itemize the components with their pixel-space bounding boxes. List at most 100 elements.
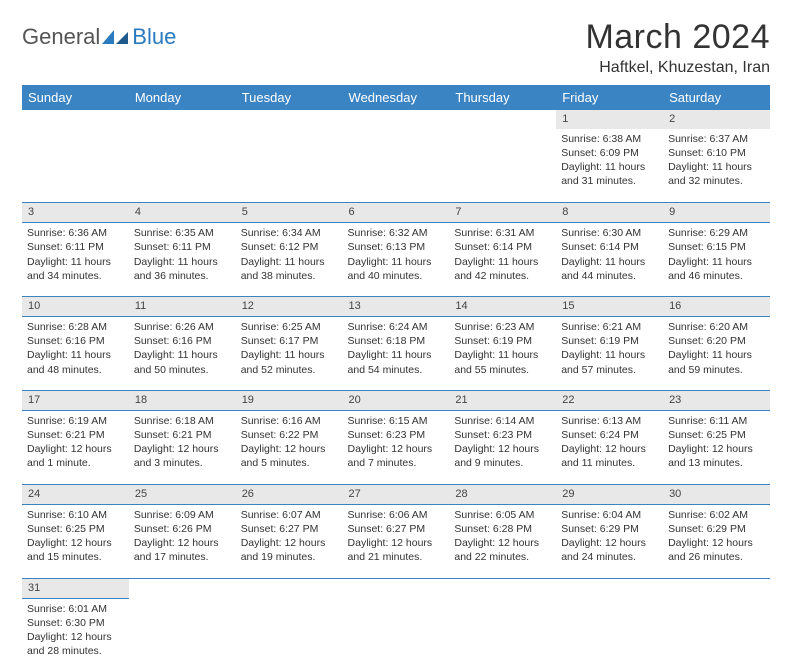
day-number <box>236 578 343 598</box>
day2-text: and 19 minutes. <box>241 550 338 564</box>
sail-icon <box>102 28 130 46</box>
sunrise-text: Sunrise: 6:13 AM <box>561 414 658 428</box>
day-cell: Sunrise: 6:13 AMSunset: 6:24 PMDaylight:… <box>556 410 663 484</box>
weekday-header: Monday <box>129 85 236 110</box>
day2-text: and 38 minutes. <box>241 269 338 283</box>
day1-text: Daylight: 11 hours <box>668 160 765 174</box>
sunrise-text: Sunrise: 6:11 AM <box>668 414 765 428</box>
day1-text: Daylight: 12 hours <box>348 442 445 456</box>
sunrise-text: Sunrise: 6:14 AM <box>454 414 551 428</box>
day-cell: Sunrise: 6:31 AMSunset: 6:14 PMDaylight:… <box>449 223 556 297</box>
sunrise-text: Sunrise: 6:06 AM <box>348 508 445 522</box>
day-number <box>663 578 770 598</box>
sunset-text: Sunset: 6:17 PM <box>241 334 338 348</box>
sunset-text: Sunset: 6:14 PM <box>454 240 551 254</box>
day-number: 8 <box>556 203 663 223</box>
day2-text: and 13 minutes. <box>668 456 765 470</box>
sunset-text: Sunset: 6:27 PM <box>348 522 445 536</box>
day-number: 25 <box>129 484 236 504</box>
sunrise-text: Sunrise: 6:32 AM <box>348 226 445 240</box>
day2-text: and 31 minutes. <box>561 174 658 188</box>
day1-text: Daylight: 11 hours <box>668 255 765 269</box>
day1-text: Daylight: 12 hours <box>134 442 231 456</box>
sunset-text: Sunset: 6:10 PM <box>668 146 765 160</box>
sunset-text: Sunset: 6:20 PM <box>668 334 765 348</box>
sunset-text: Sunset: 6:23 PM <box>348 428 445 442</box>
weekday-header: Friday <box>556 85 663 110</box>
day-cell <box>236 129 343 203</box>
day-number <box>449 578 556 598</box>
sunset-text: Sunset: 6:15 PM <box>668 240 765 254</box>
day-number: 11 <box>129 297 236 317</box>
location-text: Haftkel, Khuzestan, Iran <box>585 59 770 77</box>
day1-text: Daylight: 12 hours <box>27 442 124 456</box>
day-number: 14 <box>449 297 556 317</box>
day-number: 10 <box>22 297 129 317</box>
sunset-text: Sunset: 6:16 PM <box>27 334 124 348</box>
day1-text: Daylight: 11 hours <box>561 160 658 174</box>
sunset-text: Sunset: 6:25 PM <box>27 522 124 536</box>
day1-text: Daylight: 12 hours <box>454 442 551 456</box>
sunset-text: Sunset: 6:23 PM <box>454 428 551 442</box>
day-cell: Sunrise: 6:29 AMSunset: 6:15 PMDaylight:… <box>663 223 770 297</box>
day-number: 18 <box>129 391 236 411</box>
sunset-text: Sunset: 6:14 PM <box>561 240 658 254</box>
sunrise-text: Sunrise: 6:05 AM <box>454 508 551 522</box>
sunrise-text: Sunrise: 6:31 AM <box>454 226 551 240</box>
sunrise-text: Sunrise: 6:10 AM <box>27 508 124 522</box>
sunset-text: Sunset: 6:13 PM <box>348 240 445 254</box>
day2-text: and 57 minutes. <box>561 363 658 377</box>
sunrise-text: Sunrise: 6:25 AM <box>241 320 338 334</box>
sunset-text: Sunset: 6:26 PM <box>134 522 231 536</box>
day2-text: and 46 minutes. <box>668 269 765 283</box>
day2-text: and 15 minutes. <box>27 550 124 564</box>
day2-text: and 22 minutes. <box>454 550 551 564</box>
sunrise-text: Sunrise: 6:35 AM <box>134 226 231 240</box>
sunset-text: Sunset: 6:16 PM <box>134 334 231 348</box>
calendar-table: Sunday Monday Tuesday Wednesday Thursday… <box>22 85 770 672</box>
day-cell: Sunrise: 6:35 AMSunset: 6:11 PMDaylight:… <box>129 223 236 297</box>
logo-text-general: General <box>22 24 100 50</box>
day-number <box>236 110 343 129</box>
sunset-text: Sunset: 6:12 PM <box>241 240 338 254</box>
weekday-header: Saturday <box>663 85 770 110</box>
day-number: 15 <box>556 297 663 317</box>
sunrise-text: Sunrise: 6:29 AM <box>668 226 765 240</box>
day-number <box>129 110 236 129</box>
sunrise-text: Sunrise: 6:19 AM <box>27 414 124 428</box>
day-content-row: Sunrise: 6:10 AMSunset: 6:25 PM Daylight:… <box>22 504 770 578</box>
day-number <box>556 578 663 598</box>
day-cell: Sunrise: 6:18 AMSunset: 6:21 PMDaylight:… <box>129 410 236 484</box>
sunset-text: Sunset: 6:29 PM <box>668 522 765 536</box>
day1-text: Daylight: 11 hours <box>27 255 124 269</box>
sunrise-text: Sunrise: 6:30 AM <box>561 226 658 240</box>
day-number-row: 24252627282930 <box>22 484 770 504</box>
day-number: 1 <box>556 110 663 129</box>
weekday-header-row: Sunday Monday Tuesday Wednesday Thursday… <box>22 85 770 110</box>
day-number: 16 <box>663 297 770 317</box>
title-block: March 2024 Haftkel, Khuzestan, Iran <box>585 18 770 77</box>
sunrise-text: Sunrise: 6:04 AM <box>561 508 658 522</box>
day1-text: Daylight: 12 hours <box>668 442 765 456</box>
day-number <box>22 110 129 129</box>
day-number: 26 <box>236 484 343 504</box>
day2-text: and 24 minutes. <box>561 550 658 564</box>
day1-text: Daylight: 11 hours <box>348 348 445 362</box>
sunset-text: Sunset: 6:18 PM <box>348 334 445 348</box>
day-cell <box>236 598 343 672</box>
sunrise-text: Sunrise: 6:37 AM <box>668 132 765 146</box>
sunrise-text: Sunrise: 6:16 AM <box>241 414 338 428</box>
day2-text: and 55 minutes. <box>454 363 551 377</box>
day1-text: Daylight: 12 hours <box>241 536 338 550</box>
logo: General Blue <box>22 18 176 50</box>
day1-text: Daylight: 12 hours <box>561 536 658 550</box>
day-cell: Sunrise: 6:14 AMSunset: 6:23 PMDaylight:… <box>449 410 556 484</box>
day-cell: Sunrise: 6:32 AMSunset: 6:13 PMDaylight:… <box>343 223 450 297</box>
day-number: 12 <box>236 297 343 317</box>
day-cell: Sunrise: 6:06 AMSunset: 6:27 PMDaylight:… <box>343 504 450 578</box>
day1-text: Daylight: 12 hours <box>27 630 124 644</box>
day-number: 9 <box>663 203 770 223</box>
day-number: 2 <box>663 110 770 129</box>
day2-text: and 11 minutes. <box>561 456 658 470</box>
day-content-row: Sunrise: 6:38 AMSunset: 6:09 PMDaylight:… <box>22 129 770 203</box>
